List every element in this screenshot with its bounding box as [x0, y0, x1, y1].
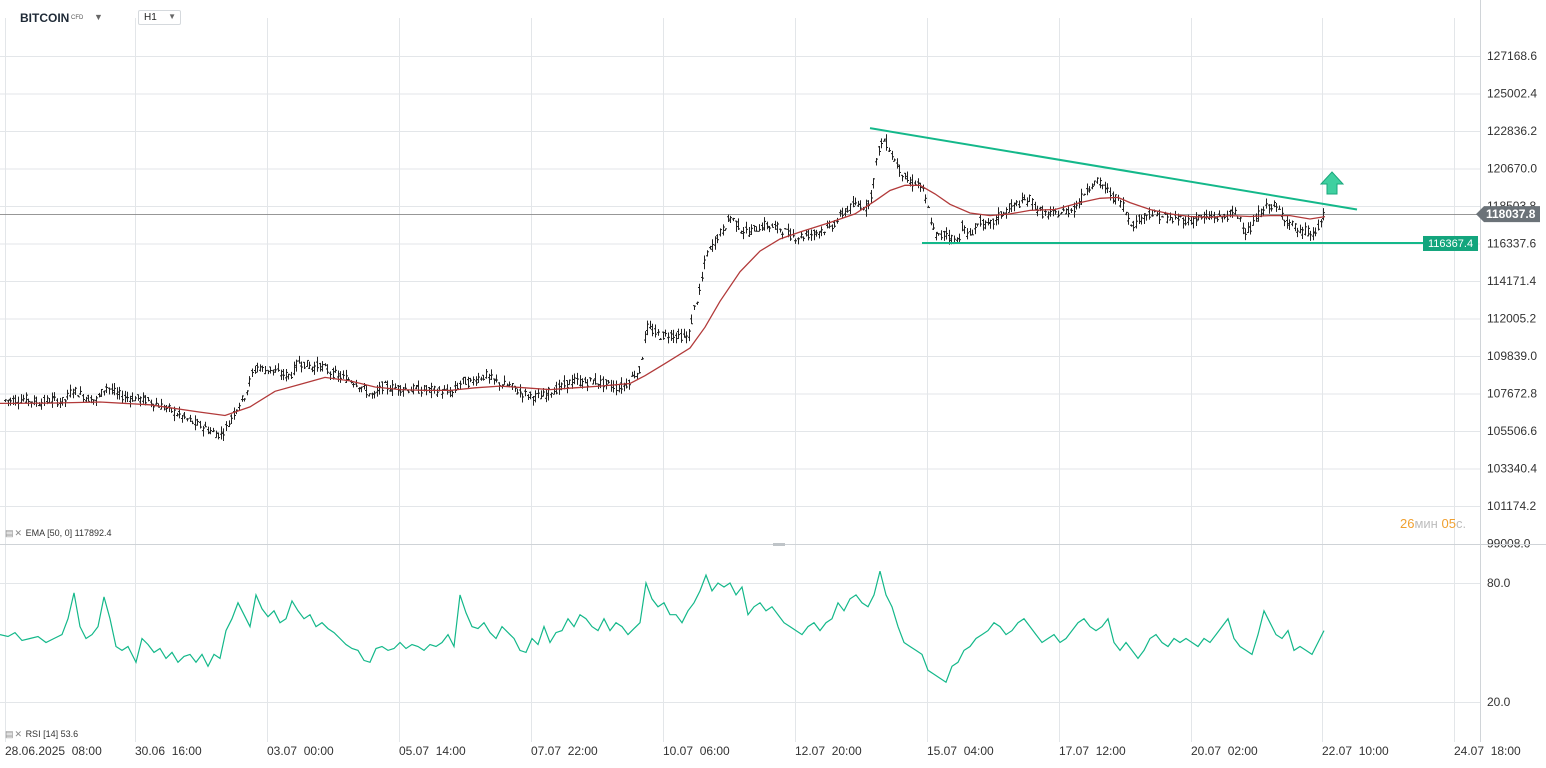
price-tick-label: 125002.4: [1487, 87, 1537, 101]
price-tick-label: 101174.2: [1487, 499, 1536, 513]
ema-indicator-label: ▤✕ EMA [50, 0] 117892.4: [5, 528, 111, 539]
trendlines[interactable]: [869, 127, 1440, 244]
price-tick-label: 114171.4: [1487, 274, 1536, 288]
price-axis: 127168.6125002.4122836.2120670.0118503.8…: [1487, 49, 1537, 551]
time-tick-label: 24.07 18:00: [1454, 744, 1521, 758]
time-axis: 28.06.2025 08:00 30.06 16:00 03.07 00:00 05…: [5, 744, 1521, 758]
time-tick-label: 10.07 06:00: [663, 744, 730, 758]
rsi-tick-label: 80.0: [1487, 576, 1511, 590]
price-tick-label: 105506.6: [1487, 424, 1537, 438]
timeframe-value: H1: [144, 12, 157, 23]
countdown-seconds: 05: [1441, 516, 1456, 531]
price-tick-label: 99008.0: [1487, 537, 1531, 551]
price-tick-label: 109839.0: [1487, 349, 1537, 363]
support-level-value: 116367.4: [1428, 238, 1473, 250]
rsi-name: RSI [14]: [25, 729, 59, 739]
price-bars[interactable]: [4, 134, 1325, 441]
time-tick-label: 15.07 04:00: [927, 744, 994, 758]
countdown-minutes: 26: [1400, 516, 1415, 531]
time-tick-label: 12.07 20:00: [795, 744, 862, 758]
current-price-value: 118037.8: [1486, 207, 1536, 221]
up-arrow-icon: [1319, 171, 1345, 195]
chevron-down-icon: ▼: [168, 12, 176, 21]
current-price-tag: [1476, 206, 1540, 223]
rsi-value: 53.6: [60, 729, 79, 739]
time-tick-label: 28.06.2025 08:00: [5, 744, 102, 758]
symbol-type: CFD: [71, 15, 84, 21]
timeframe-select[interactable]: H1 ▼: [138, 10, 181, 25]
up-arrow-shape: [1319, 171, 1345, 195]
rsi-indicator-label: ▤✕ RSI [14] 53.6: [5, 729, 78, 740]
pane-divider[interactable]: [0, 543, 1546, 546]
price-tick-label: 120670.0: [1487, 162, 1537, 176]
bar-countdown: 26мин 05с.: [1400, 516, 1466, 531]
price-tick-label: 122836.2: [1487, 124, 1537, 138]
price-tick-label: 127168.6: [1487, 49, 1537, 63]
rsi-axis: 80.0 20.0: [1487, 576, 1511, 709]
ema-name: EMA [50, 0]: [25, 528, 73, 538]
ema-value: 117892.4: [74, 528, 112, 538]
time-tick-label: 17.07 12:00: [1059, 744, 1126, 758]
time-tick-label: 03.07 00:00: [267, 744, 334, 758]
time-tick-label: 07.07 22:00: [531, 744, 598, 758]
chevron-down-icon[interactable]: ▼: [94, 12, 103, 22]
indicator-settings-icon[interactable]: ▤✕: [5, 528, 24, 538]
resistance-trendline: [869, 127, 1358, 211]
pane-resize-handle: [773, 543, 785, 546]
time-tick-label: 22.07 10:00: [1322, 744, 1389, 758]
time-tick-label: 05.07 14:00: [399, 744, 466, 758]
indicator-settings-icon[interactable]: ▤✕: [5, 729, 24, 739]
rsi-tick-label: 20.0: [1487, 695, 1511, 709]
time-tick-label: 20.07 02:00: [1191, 744, 1258, 758]
countdown-seconds-unit: с.: [1455, 516, 1467, 531]
price-tick-label: 116337.6: [1487, 237, 1536, 251]
price-tags: 118037.8 116367.4: [1423, 206, 1540, 251]
rsi-line: [0, 570, 1325, 684]
symbol-name[interactable]: BITCOIN: [20, 11, 70, 25]
countdown-minutes-unit: мин: [1414, 516, 1438, 531]
time-tick-label: 30.06 16:00: [135, 744, 202, 758]
support-level-tag: [1423, 235, 1478, 251]
chart-toolbar: BITCOIN CFD ▼ H1 ▼: [0, 0, 1480, 34]
grid: [0, 0, 1481, 742]
price-tick-label: 103340.4: [1487, 462, 1537, 476]
ema-50-line: [0, 184, 1326, 417]
price-tick-label: 107672.8: [1487, 387, 1537, 401]
price-tick-label: 112005.2: [1487, 312, 1536, 326]
